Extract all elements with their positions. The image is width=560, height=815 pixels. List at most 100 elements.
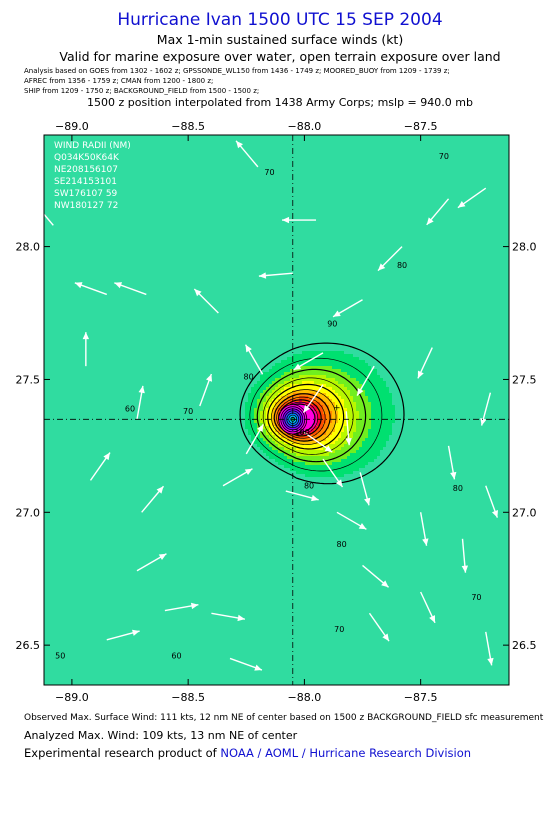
wind-band-cell bbox=[323, 426, 330, 430]
analysis-sources-line-2: AFREC from 1356 - 1759 z; CMAN from 1200… bbox=[24, 77, 214, 85]
wind-band-cell bbox=[272, 381, 285, 385]
wind-band-cell bbox=[278, 426, 282, 430]
wind-band-cell bbox=[332, 462, 369, 466]
wind-band-cell bbox=[284, 465, 366, 469]
analysis-sources-line-3: SHIP from 1209 - 1750 z; BACKGROUND_FIEL… bbox=[24, 87, 260, 95]
wind-band-cell bbox=[371, 402, 393, 406]
y-tick-label-right: 28.0 bbox=[512, 241, 537, 254]
organization-link[interactable]: NOAA / AOML / Hurricane Research Divisio… bbox=[220, 746, 472, 760]
wind-band-cell bbox=[44, 480, 509, 484]
wind-band-cell bbox=[368, 432, 393, 436]
wind-band-cell bbox=[275, 441, 285, 445]
wind-band-cell bbox=[44, 627, 509, 631]
wind-band-cell bbox=[44, 666, 509, 670]
wind-band-cell bbox=[44, 468, 291, 472]
wind-band-cell bbox=[335, 423, 348, 427]
wind-vector-head bbox=[417, 370, 424, 379]
wind-band-cell bbox=[320, 411, 324, 415]
wind-vector bbox=[485, 631, 494, 666]
wind-vector-head bbox=[244, 468, 253, 475]
wind-band-cell bbox=[356, 420, 372, 424]
wind-band-cell bbox=[362, 387, 390, 391]
wind-vector bbox=[359, 472, 371, 506]
wind-band-cell bbox=[44, 390, 252, 394]
x-tick-label-bottom: −87.5 bbox=[404, 691, 438, 704]
x-tick-label-top: −87.5 bbox=[404, 120, 438, 133]
wind-band-cell bbox=[44, 267, 509, 271]
wind-band-cell bbox=[44, 537, 509, 541]
wind-band-cell bbox=[308, 405, 312, 409]
wind-band-cell bbox=[44, 198, 509, 202]
wind-band-cell bbox=[44, 504, 509, 508]
wind-band-cell bbox=[260, 378, 276, 382]
wind-band-cell bbox=[392, 396, 509, 400]
wind-band-cell bbox=[389, 438, 509, 442]
wind-band-cell bbox=[44, 318, 509, 322]
wind-band-cell bbox=[278, 384, 291, 388]
wind-band-cell bbox=[317, 438, 327, 442]
wind-band-cell bbox=[380, 453, 509, 457]
wind-band-cell bbox=[44, 348, 509, 352]
wind-band-cell bbox=[284, 441, 294, 445]
wind-band-cell bbox=[314, 417, 318, 421]
wind-band-cell bbox=[44, 663, 509, 667]
wind-vector-head bbox=[457, 201, 466, 208]
wind-vector-head bbox=[293, 363, 302, 370]
wind-band-cell bbox=[275, 378, 291, 382]
wind-band-cell bbox=[44, 633, 509, 637]
wind-band-cell bbox=[329, 405, 336, 409]
wind-band-cell bbox=[290, 384, 327, 388]
wind-vector bbox=[235, 140, 259, 168]
wind-band-cell bbox=[329, 426, 336, 430]
wind-vector bbox=[82, 332, 90, 367]
wind-band-cell bbox=[329, 408, 336, 412]
wind-band-cell bbox=[353, 399, 369, 403]
wind-vector-head bbox=[311, 494, 319, 502]
wind-band-cell bbox=[44, 516, 509, 520]
wind-band-cell bbox=[44, 597, 509, 601]
wind-band-cell bbox=[44, 321, 509, 325]
wind-band-cell bbox=[272, 408, 276, 412]
wind-band-cell bbox=[332, 366, 372, 370]
wind-band-cell bbox=[311, 408, 315, 412]
wind-vector-head bbox=[426, 217, 434, 225]
wind-radii-table: WIND RADII (NM) Q034K50K64K NE208156107 SE2… bbox=[54, 141, 131, 211]
wind-band-cell bbox=[329, 453, 351, 457]
contour-label: 80 bbox=[453, 484, 463, 493]
wind-band-cell bbox=[44, 279, 509, 283]
wind-band-cell bbox=[44, 456, 270, 460]
wind-band-cell bbox=[311, 402, 321, 406]
wind-band-cell bbox=[44, 564, 509, 568]
wind-band-cell bbox=[44, 636, 509, 640]
wind-band-cell bbox=[257, 381, 273, 385]
wind-band-cell bbox=[269, 384, 279, 388]
wind-band-cell bbox=[392, 426, 509, 430]
wind-band-cell bbox=[359, 468, 509, 472]
wind-band-cell bbox=[263, 426, 270, 430]
wind-band-cell bbox=[383, 447, 509, 451]
wind-band-cell bbox=[254, 408, 264, 412]
wind-band-cell bbox=[266, 396, 276, 400]
x-tick-label-top: −88.0 bbox=[288, 120, 322, 133]
wind-band-cell bbox=[371, 417, 396, 421]
wind-band-cell bbox=[278, 405, 282, 409]
wind-band-cell bbox=[44, 408, 246, 412]
wind-band-cell bbox=[278, 432, 285, 436]
wind-band-cell bbox=[44, 645, 509, 649]
wind-band-cell bbox=[266, 420, 273, 424]
wind-band-cell bbox=[44, 285, 509, 289]
wind-band-cell bbox=[371, 423, 393, 427]
wind-band-cell bbox=[320, 390, 336, 394]
wind-band-cell bbox=[347, 441, 363, 445]
wind-band-cell bbox=[44, 246, 509, 250]
wind-band-cell bbox=[266, 414, 273, 418]
exposure-note: Valid for marine exposure over water, op… bbox=[59, 49, 501, 64]
wind-band-cell bbox=[44, 258, 509, 262]
contour-label: 70 bbox=[471, 593, 481, 602]
wind-band-cell bbox=[44, 366, 273, 370]
wind-band-cell bbox=[317, 420, 321, 424]
wind-band-cell bbox=[44, 414, 246, 418]
wind-band-cell bbox=[338, 381, 360, 385]
contour-label: 70 bbox=[334, 625, 344, 634]
wind-band-cell bbox=[287, 438, 294, 442]
